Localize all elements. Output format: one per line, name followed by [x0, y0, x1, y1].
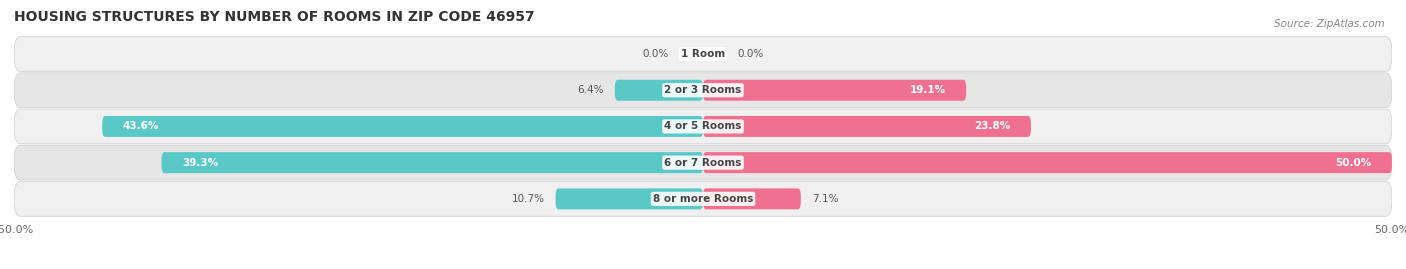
FancyBboxPatch shape — [703, 188, 801, 209]
FancyBboxPatch shape — [14, 145, 1392, 180]
FancyBboxPatch shape — [14, 109, 1392, 144]
FancyBboxPatch shape — [703, 116, 1031, 137]
FancyBboxPatch shape — [103, 116, 703, 137]
FancyBboxPatch shape — [14, 73, 1392, 108]
FancyBboxPatch shape — [14, 37, 1392, 71]
Text: 0.0%: 0.0% — [738, 49, 763, 59]
Text: 8 or more Rooms: 8 or more Rooms — [652, 194, 754, 204]
FancyBboxPatch shape — [555, 188, 703, 209]
Text: 7.1%: 7.1% — [811, 194, 838, 204]
Text: 39.3%: 39.3% — [183, 158, 218, 168]
FancyBboxPatch shape — [614, 80, 703, 101]
Text: 2 or 3 Rooms: 2 or 3 Rooms — [665, 85, 741, 95]
Text: 0.0%: 0.0% — [643, 49, 669, 59]
Text: 50.0%: 50.0% — [1336, 158, 1371, 168]
FancyBboxPatch shape — [162, 152, 703, 173]
Text: 6 or 7 Rooms: 6 or 7 Rooms — [664, 158, 742, 168]
Text: 43.6%: 43.6% — [122, 121, 159, 132]
FancyBboxPatch shape — [14, 182, 1392, 216]
Text: 10.7%: 10.7% — [512, 194, 544, 204]
Text: 1 Room: 1 Room — [681, 49, 725, 59]
FancyBboxPatch shape — [703, 152, 1392, 173]
Text: 23.8%: 23.8% — [974, 121, 1011, 132]
Text: HOUSING STRUCTURES BY NUMBER OF ROOMS IN ZIP CODE 46957: HOUSING STRUCTURES BY NUMBER OF ROOMS IN… — [14, 10, 534, 24]
Text: 4 or 5 Rooms: 4 or 5 Rooms — [664, 121, 742, 132]
Text: 6.4%: 6.4% — [578, 85, 603, 95]
Text: 19.1%: 19.1% — [910, 85, 945, 95]
Text: Source: ZipAtlas.com: Source: ZipAtlas.com — [1274, 19, 1385, 29]
FancyBboxPatch shape — [703, 80, 966, 101]
